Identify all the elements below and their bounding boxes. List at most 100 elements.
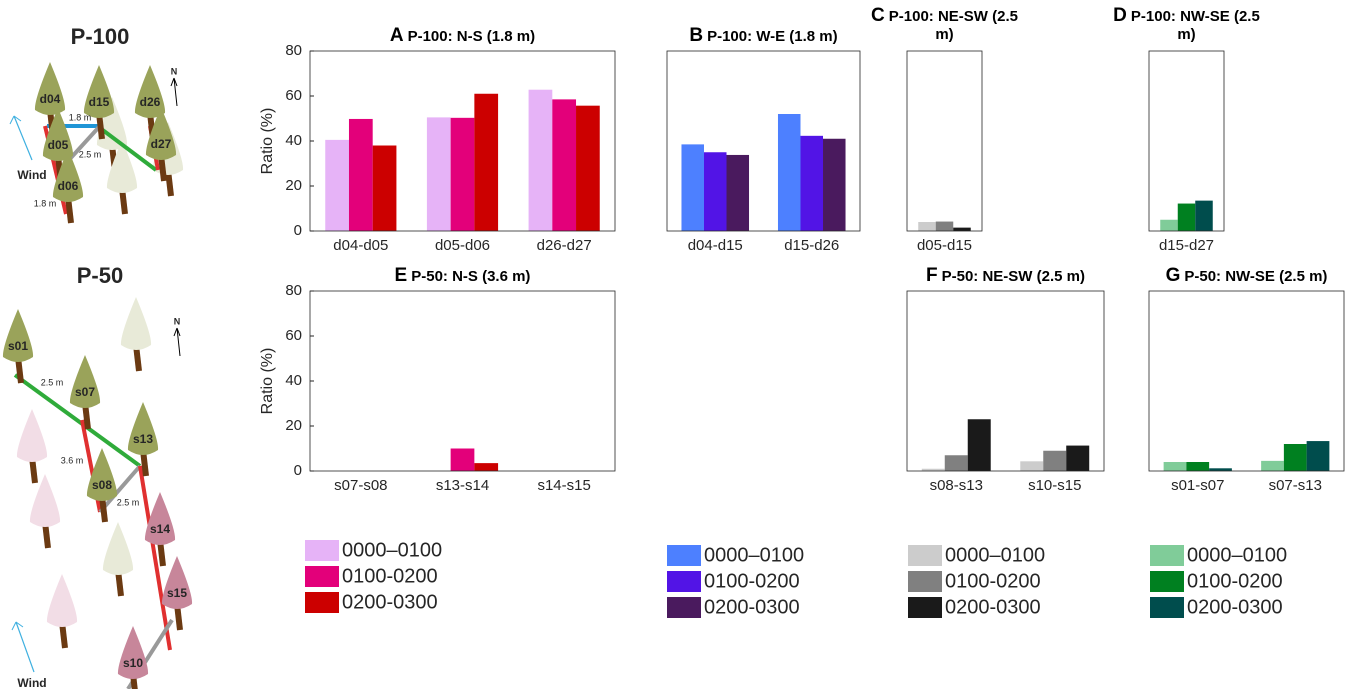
panel-label: C <box>871 5 885 26</box>
tree-crown <box>69 355 101 408</box>
distance-label: 2.5 m <box>117 497 140 507</box>
x-tick-label: d15-d27 <box>1159 237 1214 254</box>
bar <box>1163 462 1187 471</box>
chart-title: B P-100: W-E (1.8 m) <box>634 26 894 46</box>
distance-label: 1.8 m <box>69 112 92 122</box>
bar <box>1306 441 1330 471</box>
legend-label: 0200-0300 <box>342 591 438 613</box>
axes-box <box>906 50 983 232</box>
legend-swatch <box>908 597 942 618</box>
y-tick-label: 0 <box>294 222 302 239</box>
legend-swatch <box>305 566 339 587</box>
bar <box>528 89 553 231</box>
legend-swatch <box>667 571 701 592</box>
legend-label: 0100-0200 <box>704 570 800 592</box>
tree-crown <box>86 448 118 501</box>
bar <box>1160 219 1178 231</box>
bar <box>576 105 600 231</box>
title-text: P-100: N-S (1.8 m) <box>407 28 536 45</box>
arrow-head <box>9 115 22 125</box>
tree-crown <box>161 556 193 609</box>
y-axis-label: Ratio (%) <box>259 348 276 415</box>
tree-label: d04 <box>40 92 61 106</box>
bar <box>474 93 499 231</box>
legend-swatch <box>1150 571 1184 592</box>
bar <box>450 117 475 231</box>
title-text: P-100: NW-SE (2.5 m) <box>1130 8 1260 43</box>
y-tick-label: 20 <box>285 417 302 434</box>
north-arrow <box>173 327 181 357</box>
x-tick-label: d04-d15 <box>688 237 743 254</box>
tree-label: d05 <box>48 138 69 152</box>
x-tick-label: d05-d15 <box>917 237 972 254</box>
legend-swatch <box>1150 597 1184 618</box>
axes-box <box>309 290 616 472</box>
legend-swatch <box>908 545 942 566</box>
bar <box>552 99 577 231</box>
link <box>13 373 142 468</box>
bar <box>944 455 968 471</box>
bar <box>800 135 824 231</box>
north-arrow <box>170 77 178 107</box>
x-tick-label: s07-s08 <box>334 477 387 494</box>
title-text: P-50: N-S (3.6 m) <box>411 268 531 285</box>
x-tick-label: d05-d06 <box>435 237 490 254</box>
bar <box>372 145 397 231</box>
chart-title: A P-100: N-S (1.8 m) <box>303 26 623 46</box>
y-axis-label: Ratio (%) <box>259 108 276 175</box>
bar <box>681 144 704 231</box>
legend-label: 0000–0100 <box>342 539 442 561</box>
bar <box>703 152 727 231</box>
axes-box <box>1148 50 1225 232</box>
tree-crown <box>29 474 61 527</box>
tree-crown <box>46 574 78 627</box>
tree-crown <box>145 107 177 160</box>
legend-label: 0000–0100 <box>704 544 804 566</box>
x-tick-label: s10-s15 <box>1028 477 1081 494</box>
y-tick-label: 0 <box>294 462 302 479</box>
tree-label: s14 <box>150 522 170 536</box>
diagram-title: P-100 <box>71 24 130 49</box>
chart-title: F P-50: NE-SW (2.5 m) <box>876 266 1136 286</box>
bar <box>1186 462 1210 471</box>
x-tick-label: d26-d27 <box>537 237 592 254</box>
wind-label: Wind <box>17 168 46 182</box>
bar <box>967 419 991 471</box>
bar <box>935 221 954 231</box>
bar <box>1066 445 1090 471</box>
bar <box>348 118 373 231</box>
legend-label: 0200-0300 <box>704 596 800 618</box>
tree-crown <box>134 65 166 118</box>
tree-label: d27 <box>151 137 172 151</box>
chart-title: D P-100: NW-SE (2.5 m) <box>1112 5 1262 44</box>
tree-crown <box>83 65 115 118</box>
legend-swatch <box>908 571 942 592</box>
bar <box>450 448 475 471</box>
tree-crown <box>106 140 138 193</box>
legend-swatch <box>305 592 339 613</box>
tree-crown <box>2 309 34 362</box>
y-tick-label: 40 <box>285 372 302 389</box>
tree-crown <box>16 409 48 462</box>
bar <box>726 154 750 231</box>
tree-label: s08 <box>92 478 112 492</box>
bar <box>1177 203 1196 231</box>
panel-label: D <box>1113 5 1127 26</box>
tree-label: d06 <box>58 179 79 193</box>
tree-label: s15 <box>167 586 187 600</box>
bar <box>1209 468 1232 471</box>
wind-arrow <box>15 621 35 673</box>
arrow-head <box>11 621 24 631</box>
bar <box>1283 444 1307 471</box>
bar <box>325 139 349 231</box>
tree-crown <box>127 402 159 455</box>
axes-box <box>906 290 1105 472</box>
north-label: N <box>171 66 178 76</box>
legend-swatch <box>667 545 701 566</box>
x-tick-label: s08-s13 <box>930 477 983 494</box>
bar <box>953 227 971 231</box>
tree-crown <box>42 108 74 161</box>
bar <box>918 222 936 231</box>
chart-title: E P-50: N-S (3.6 m) <box>303 266 623 286</box>
